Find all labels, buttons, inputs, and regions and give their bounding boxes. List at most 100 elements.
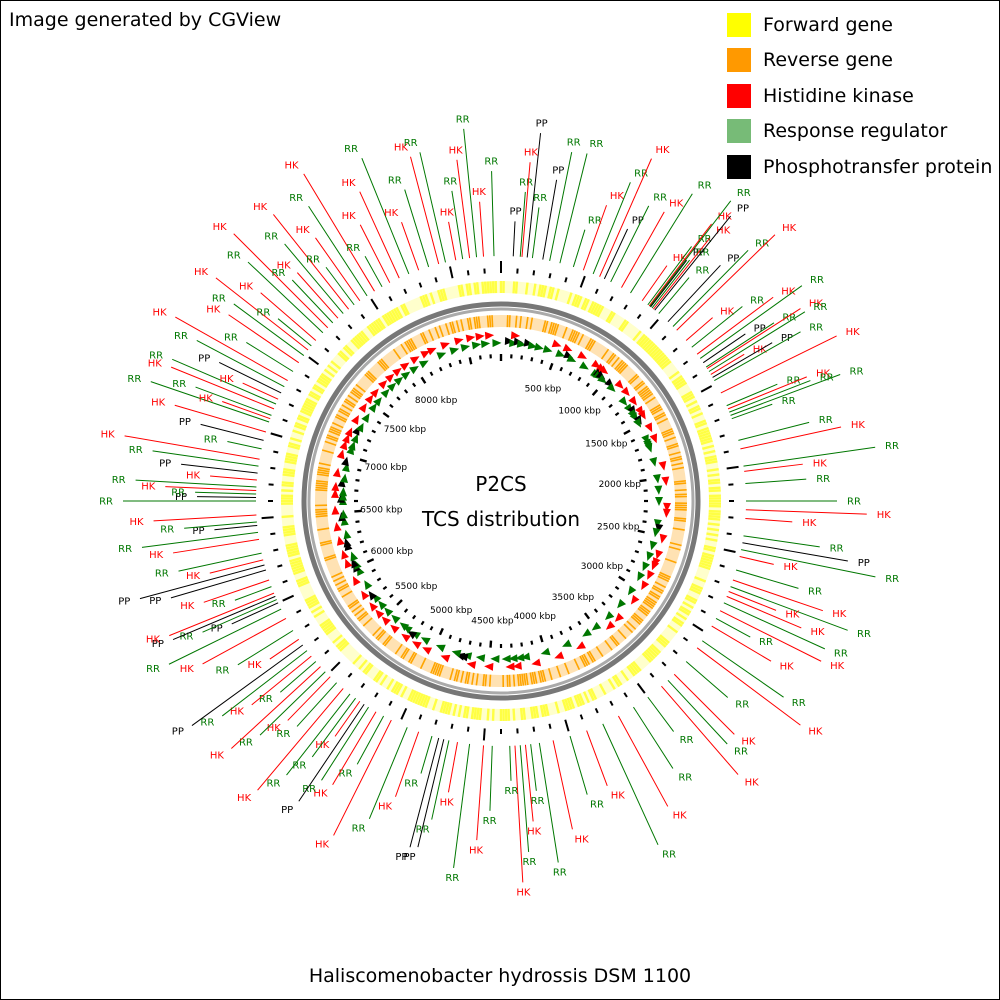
forward-gene-mark: [650, 643, 662, 654]
kbp-minor-tick: [540, 359, 544, 365]
forward-gene-mark: [660, 360, 672, 370]
callout-label-rr: RR: [782, 313, 796, 324]
reverse-gene-mark: [607, 354, 617, 365]
reverse-gene-mark: [644, 396, 656, 405]
callout-line-rr: [431, 740, 450, 820]
callout-line-pp: [214, 524, 258, 531]
reverse-gene-mark: [577, 333, 585, 346]
forward-gene-mark: [287, 549, 300, 555]
callout-label-rr: RR: [759, 637, 773, 648]
callout-line-rr: [699, 285, 803, 359]
reverse-gene-mark: [674, 516, 687, 520]
reverse-gene-mark: [547, 668, 553, 681]
callout-label-pp: PP: [159, 458, 171, 469]
forward-gene-mark: [575, 694, 583, 707]
forward-gene-mark: [679, 605, 692, 614]
forward-gene-mark: [465, 706, 470, 719]
forward-gene-mark: [460, 284, 465, 297]
feature-minor-tick: [403, 288, 408, 295]
feature-arrow-hk: [647, 569, 655, 580]
forward-gene-mark: [316, 379, 328, 389]
kbp-minor-tick: [396, 396, 401, 401]
forward-gene-mark: [358, 332, 368, 343]
legend-item-histidine-kinase: Histidine kinase: [727, 78, 992, 114]
callout-line-rr: [658, 277, 690, 314]
callout-label-pp: PP: [395, 852, 407, 863]
forward-gene-mark: [632, 660, 642, 672]
feature-arrow-rr: [380, 388, 390, 399]
callout-label-hk: HK: [830, 661, 845, 672]
forward-gene-mark: [372, 670, 382, 682]
forward-gene-mark: [308, 393, 320, 401]
kbp-minor-tick: [355, 520, 360, 524]
reverse-gene-ring-base: [315, 315, 687, 687]
forward-gene-mark: [647, 344, 658, 355]
feature-arrow-rr: [475, 654, 486, 663]
feature-minor-tick: [723, 450, 729, 454]
forward-gene-mark: [534, 705, 540, 719]
forward-gene-mark: [512, 281, 516, 294]
feature-arrow-rr: [339, 486, 348, 497]
callout-label-hk: HK: [230, 706, 245, 717]
reverse-gene-mark: [319, 539, 332, 545]
reverse-gene-mark: [354, 607, 365, 617]
callout-line-pp: [417, 739, 445, 848]
feature-arrow-hk: [466, 661, 477, 670]
feature-minor-tick: [692, 374, 698, 379]
feature-arrow-rr: [361, 413, 370, 423]
feature-arrow-rr: [591, 621, 602, 631]
callout-line-hk: [447, 742, 458, 793]
kbp-minor-tick: [559, 366, 564, 372]
callout-line-pp: [742, 542, 848, 562]
reverse-gene-mark: [350, 391, 361, 400]
feature-minor-tick: [594, 707, 599, 714]
reverse-gene-mark: [649, 404, 661, 412]
callout-line-pp: [197, 496, 257, 499]
forward-gene-mark: [573, 695, 581, 708]
forward-gene-mark: [547, 286, 553, 299]
feature-arrow-rr: [579, 361, 589, 370]
reverse-gene-mark: [400, 647, 409, 659]
feature-arrow-rr: [436, 352, 447, 360]
feature-minor-tick: [450, 723, 454, 729]
reverse-gene-mark: [669, 455, 682, 461]
callout-line-rr: [259, 671, 326, 736]
reverse-gene-track: [315, 315, 687, 687]
callout-label-rr: RR: [755, 239, 769, 250]
reverse-gene-mark: [668, 545, 681, 551]
forward-gene-mark: [375, 671, 384, 683]
callout-line-hk: [521, 162, 531, 257]
reverse-gene-mark: [588, 340, 596, 352]
kbp-minor-tick: [420, 620, 425, 626]
callout-line-rr: [325, 266, 355, 306]
callout-line-hk: [272, 214, 350, 310]
forward-gene-mark: [339, 350, 350, 361]
kbp-tick-label: 5500 kbp: [395, 582, 438, 592]
forward-gene-mark: [439, 700, 446, 713]
callout-line-hk: [673, 673, 735, 735]
callout-label-hk: HK: [449, 145, 464, 156]
feature-arrow-hk: [364, 394, 374, 405]
reverse-gene-mark: [547, 321, 553, 334]
reverse-gene-mark: [673, 519, 686, 522]
forward-gene-mark: [672, 377, 685, 386]
kbp-minor-tick: [530, 357, 534, 362]
reverse-gene-mark: [419, 332, 427, 345]
forward-gene-mark: [698, 431, 711, 438]
reverse-gene-mark: [400, 343, 409, 355]
forward-gene-mark: [699, 434, 712, 441]
reverse-gene-mark: [365, 372, 376, 382]
forward-gene-mark: [643, 340, 654, 352]
reverse-gene-mark: [380, 358, 390, 369]
forward-gene-mark: [287, 444, 300, 450]
reverse-gene-mark: [617, 362, 627, 373]
forward-gene-mark: [652, 350, 663, 361]
forward-gene-mark: [281, 489, 294, 493]
kbp-minor-tick: [448, 634, 453, 640]
reverse-gene-mark: [486, 315, 490, 328]
feature-arrow-hk: [628, 395, 637, 406]
reverse-gene-mark: [657, 575, 670, 583]
forward-gene-mark: [489, 281, 493, 294]
feature-arrow-hk: [655, 549, 664, 560]
